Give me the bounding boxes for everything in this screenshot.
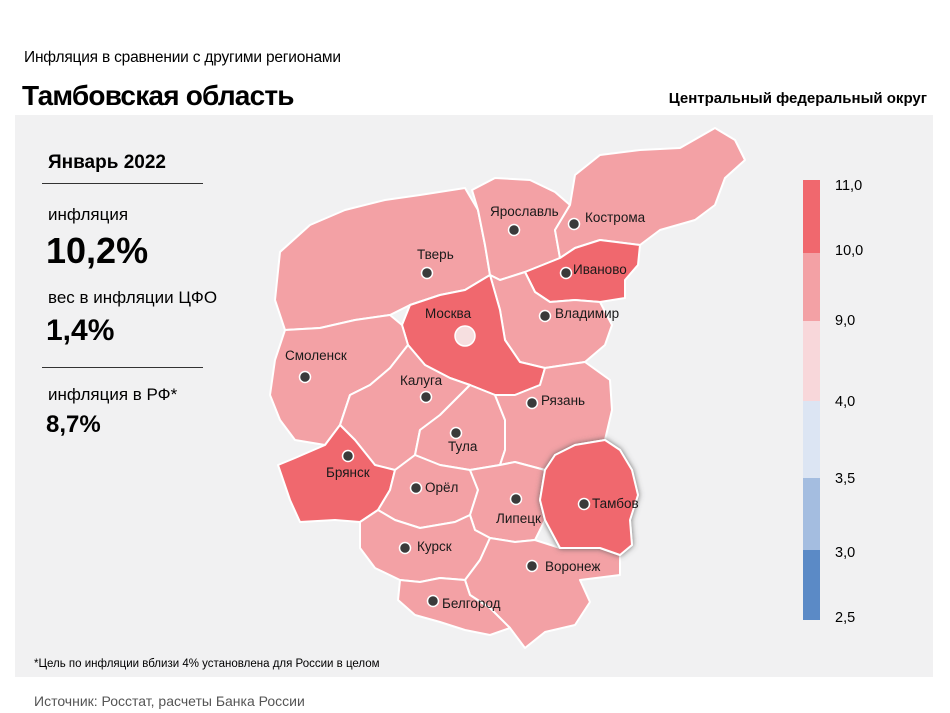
- divider-2: [42, 367, 203, 368]
- legend-tick-10: 10,0: [835, 243, 864, 259]
- city-label-kursk: Курск: [417, 539, 452, 554]
- period-label: Январь 2022: [48, 152, 166, 173]
- legend-tick-9: 9,0: [835, 313, 856, 329]
- city-dot-ryazan[interactable]: [525, 396, 539, 410]
- city-label-voronezh: Воронеж: [545, 559, 600, 574]
- city-label-ivanovo: Иваново: [573, 262, 627, 277]
- city-dot-voronezh[interactable]: [525, 559, 539, 573]
- city-label-yaroslavl: Ярославль: [490, 204, 559, 219]
- city-dot-vladimir[interactable]: [538, 309, 552, 323]
- legend-tick-3: 3,0: [835, 545, 856, 561]
- footnote: *Цель по инфляции вблизи 4% установлена …: [34, 658, 380, 670]
- city-label-lipetsk: Липецк: [496, 511, 541, 526]
- city-dot-belgorod[interactable]: [426, 594, 440, 608]
- city-label-ryazan: Рязань: [541, 393, 585, 408]
- legend-swatch-3-3.5: [803, 478, 820, 550]
- city-label-orel: Орёл: [425, 480, 458, 495]
- page-title: Тамбовская область: [22, 80, 294, 111]
- weight-value: 1,4%: [46, 314, 115, 347]
- city-dot-tver[interactable]: [420, 266, 434, 280]
- city-label-moscow: Москва: [425, 306, 472, 321]
- weight-label: вес в инфляции ЦФО: [48, 288, 218, 307]
- district-label: Центральный федеральный округ: [668, 90, 927, 107]
- city-label-belgorod: Белгород: [442, 596, 501, 611]
- inflation-value: 10,2%: [46, 230, 149, 271]
- region-kostroma[interactable]: [554, 127, 746, 259]
- city-dot-tambov[interactable]: [577, 497, 591, 511]
- city-dot-yaroslavl[interactable]: [507, 223, 521, 237]
- inflation-label: инфляция: [48, 205, 129, 224]
- city-dot-bryansk[interactable]: [341, 449, 355, 463]
- legend-tick-3.5: 3,5: [835, 471, 856, 487]
- city-label-kaluga: Калуга: [400, 373, 443, 388]
- source-note: Источник: Росстат, расчеты Банка России: [34, 693, 305, 709]
- legend-swatch-4-9: [803, 321, 820, 401]
- rf-inflation-label: инфляция в РФ*: [48, 385, 178, 404]
- legend-swatch-3.5-4: [803, 401, 820, 478]
- city-dot-kursk[interactable]: [398, 541, 412, 555]
- city-dot-orel[interactable]: [409, 481, 423, 495]
- legend-tick-4: 4,0: [835, 394, 856, 410]
- city-dot-lipetsk[interactable]: [509, 492, 523, 506]
- legend-swatch-10-11: [803, 180, 820, 253]
- region-tambov[interactable]: [539, 439, 639, 556]
- city-label-tver: Тверь: [417, 247, 454, 262]
- city-label-vladimir: Владимир: [555, 306, 619, 321]
- city-label-smolensk: Смоленск: [285, 348, 347, 363]
- city-dot-tula[interactable]: [449, 426, 463, 440]
- city-label-tula: Тула: [448, 439, 478, 454]
- rf-inflation-value: 8,7%: [46, 411, 101, 438]
- city-label-kostroma: Кострома: [585, 210, 646, 225]
- divider-1: [42, 183, 203, 184]
- moscow-city-marker[interactable]: [454, 325, 476, 347]
- legend-swatch-2.5-3: [803, 550, 820, 620]
- legend-tick-2.5: 2,5: [835, 610, 856, 626]
- city-dot-smolensk[interactable]: [298, 370, 312, 384]
- city-dot-ivanovo[interactable]: [559, 266, 573, 280]
- city-label-tambov: Тамбов: [592, 496, 639, 511]
- region-lipetsk[interactable]: [469, 461, 546, 543]
- chart-subtitle: Инфляция в сравнении с другими регионами: [24, 49, 341, 66]
- city-label-bryansk: Брянск: [326, 465, 370, 480]
- city-dot-kaluga[interactable]: [419, 390, 433, 404]
- region-belgorod[interactable]: [397, 577, 511, 636]
- legend-swatch-9-10: [803, 253, 820, 321]
- legend-tick-11: 11,0: [835, 178, 863, 194]
- city-dot-kostroma[interactable]: [567, 217, 581, 231]
